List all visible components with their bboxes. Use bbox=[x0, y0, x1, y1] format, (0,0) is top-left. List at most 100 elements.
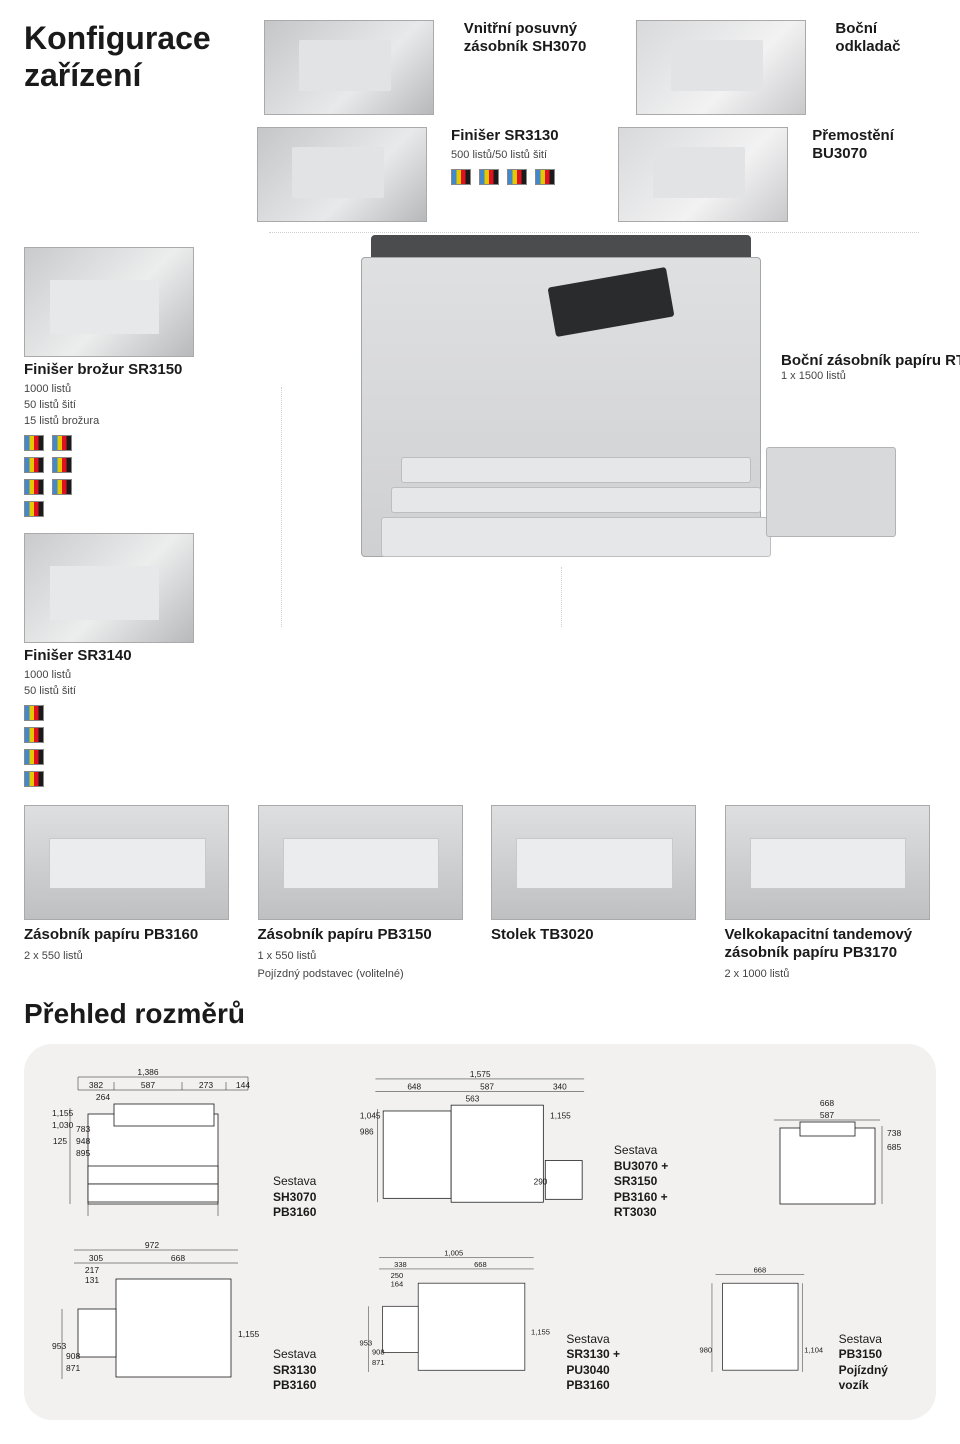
dim-b-caption2: BU3070 + SR3150 bbox=[614, 1159, 712, 1190]
odkladac-image bbox=[636, 20, 806, 115]
color-chip-icon bbox=[24, 771, 44, 787]
svg-text:948: 948 bbox=[76, 1136, 90, 1146]
color-chip-icon bbox=[52, 457, 72, 473]
dim-d-caption1: Sestava bbox=[273, 1347, 316, 1363]
pb3150-sub2: Pojízdný podstavec (volitelné) bbox=[258, 968, 470, 980]
color-chip-icon bbox=[535, 169, 555, 185]
section-title-dimensions: Přehled rozměrů bbox=[24, 998, 936, 1030]
svg-text:131: 131 bbox=[85, 1275, 99, 1285]
svg-text:1,155: 1,155 bbox=[238, 1329, 260, 1339]
sr3150-sub1: 1000 listů bbox=[24, 383, 269, 395]
dim-a-caption2: SH3070 bbox=[273, 1190, 316, 1206]
svg-text:668: 668 bbox=[753, 1266, 766, 1275]
svg-text:587: 587 bbox=[141, 1080, 155, 1090]
dim-b-caption1: Sestava bbox=[614, 1143, 712, 1159]
dim-f-caption1: Sestava bbox=[839, 1332, 912, 1348]
svg-text:264: 264 bbox=[96, 1092, 110, 1102]
dim-diagram-f: 668 980 1,104 Sestava PB3150 Pojízdný vo… bbox=[696, 1239, 912, 1394]
svg-text:1,575: 1,575 bbox=[470, 1070, 491, 1079]
sr3130-image bbox=[257, 127, 427, 222]
svg-text:668: 668 bbox=[171, 1253, 185, 1263]
color-chip-icon bbox=[52, 435, 72, 451]
pb3160-label: Zásobník papíru PB3160 bbox=[24, 926, 236, 944]
dim-f-caption2: PB3150 bbox=[839, 1347, 912, 1363]
svg-text:908: 908 bbox=[66, 1351, 80, 1361]
pb3170-image bbox=[725, 805, 930, 920]
svg-text:783: 783 bbox=[76, 1124, 90, 1134]
dim-diagram-d: 972 305 668 217 131 953 908 871 1,155 bbox=[48, 1239, 316, 1394]
svg-text:1,386: 1,386 bbox=[137, 1067, 159, 1077]
color-chip-icon bbox=[507, 169, 527, 185]
svg-text:908: 908 bbox=[372, 1347, 385, 1356]
svg-text:980: 980 bbox=[699, 1345, 712, 1354]
svg-text:668: 668 bbox=[474, 1260, 487, 1269]
sr3140-sub2: 50 listů šití bbox=[24, 685, 269, 697]
sr3130-sub: 500 listů/50 listů šití bbox=[451, 149, 600, 161]
svg-text:986: 986 bbox=[360, 1127, 374, 1136]
svg-text:1,155: 1,155 bbox=[551, 1112, 572, 1121]
color-chip-icon bbox=[479, 169, 499, 185]
svg-text:340: 340 bbox=[553, 1083, 567, 1092]
dim-diagram-b: 1,575 648 587 340 563 1,045 986 1,155 29… bbox=[356, 1066, 712, 1221]
page-title: Konfigurace zařízení bbox=[24, 20, 246, 94]
svg-text:382: 382 bbox=[89, 1080, 103, 1090]
sr3150-label: Finišer brožur SR3150 bbox=[24, 361, 269, 379]
sr3140-sub1: 1000 listů bbox=[24, 669, 269, 681]
sh3070-label: Vnitřní posuvný zásobník SH3070 bbox=[464, 20, 618, 56]
svg-text:217: 217 bbox=[85, 1265, 99, 1275]
sr3140-label: Finišer SR3140 bbox=[24, 647, 269, 665]
odkladac-label: Boční odkladač bbox=[835, 20, 936, 56]
sr3150-image bbox=[24, 247, 194, 357]
svg-text:685: 685 bbox=[887, 1142, 901, 1152]
sr3130-label: Finišer SR3130 bbox=[451, 127, 600, 145]
color-chip-icon bbox=[24, 705, 44, 721]
svg-text:738: 738 bbox=[887, 1128, 901, 1138]
color-chip-icon bbox=[24, 457, 44, 473]
dim-a-caption3: PB3160 bbox=[273, 1205, 316, 1221]
sr3140-image bbox=[24, 533, 194, 643]
dim-diagram-e: 1,005 338 668 250 164 953 908 871 1,155 bbox=[356, 1239, 655, 1394]
color-chip-icon bbox=[52, 479, 72, 495]
svg-text:953: 953 bbox=[360, 1338, 373, 1347]
dimensions-panel: 1,386 382 587 273 144 264 125 bbox=[24, 1044, 936, 1420]
svg-text:1,045: 1,045 bbox=[360, 1112, 381, 1121]
svg-text:1,030: 1,030 bbox=[52, 1120, 74, 1130]
svg-text:563: 563 bbox=[466, 1094, 480, 1103]
color-chip-icon bbox=[451, 169, 471, 185]
color-chip-icon bbox=[24, 501, 44, 517]
dim-d-caption3: PB3160 bbox=[273, 1378, 316, 1394]
color-chip-icon bbox=[24, 479, 44, 495]
svg-text:871: 871 bbox=[372, 1358, 385, 1367]
dim-diagram-c: 668 587 738 685 bbox=[752, 1066, 912, 1221]
dim-a-caption1: Sestava bbox=[273, 1174, 316, 1190]
rt3030-sub: 1 x 1500 listů bbox=[781, 370, 960, 382]
color-chip-icon bbox=[24, 749, 44, 765]
dim-e-caption2: SR3130 + PU3040 bbox=[566, 1347, 655, 1378]
svg-text:972: 972 bbox=[145, 1240, 159, 1250]
pb3160-sub: 2 x 550 listů bbox=[24, 950, 236, 962]
pb3150-sub1: 1 x 550 listů bbox=[258, 950, 470, 962]
dim-diagram-a: 1,386 382 587 273 144 264 125 bbox=[48, 1066, 316, 1221]
pb3160-image bbox=[24, 805, 229, 920]
dim-b-caption3: PB3160 + RT3030 bbox=[614, 1190, 712, 1221]
pb3170-sub: 2 x 1000 listů bbox=[725, 968, 937, 980]
sr3150-sub3: 15 listů brožura bbox=[24, 415, 269, 427]
main-printer-image: Boční zásobník papíru RT3030 1 x 1500 li… bbox=[291, 247, 936, 627]
svg-text:648: 648 bbox=[408, 1083, 422, 1092]
svg-text:587: 587 bbox=[481, 1083, 495, 1092]
svg-text:125: 125 bbox=[53, 1136, 67, 1146]
svg-text:290: 290 bbox=[534, 1178, 548, 1187]
svg-text:305: 305 bbox=[89, 1253, 103, 1263]
color-chip-icon bbox=[24, 727, 44, 743]
svg-text:338: 338 bbox=[395, 1260, 408, 1269]
svg-text:1,155: 1,155 bbox=[531, 1328, 550, 1337]
sr3150-sub2: 50 listů šití bbox=[24, 399, 269, 411]
pb3150-image bbox=[258, 805, 463, 920]
pb3150-label: Zásobník papíru PB3150 bbox=[258, 926, 470, 944]
svg-text:871: 871 bbox=[66, 1363, 80, 1373]
svg-text:1,005: 1,005 bbox=[445, 1249, 464, 1258]
svg-text:587: 587 bbox=[820, 1110, 834, 1120]
tb3020-label: Stolek TB3020 bbox=[491, 926, 703, 944]
bu3070-image bbox=[618, 127, 788, 222]
svg-text:250: 250 bbox=[391, 1271, 404, 1280]
